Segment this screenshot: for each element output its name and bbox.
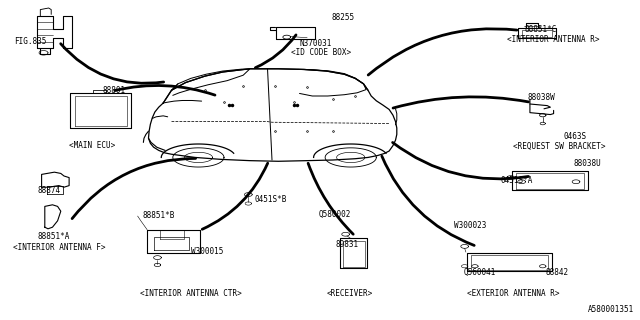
Text: 88255: 88255	[332, 13, 355, 22]
Text: 0451S*B: 0451S*B	[255, 195, 287, 204]
Text: 88851*C: 88851*C	[525, 25, 557, 34]
Text: <EXTERIOR ANTENNA R>: <EXTERIOR ANTENNA R>	[467, 289, 560, 298]
Text: 88842: 88842	[545, 268, 568, 277]
Text: 88851*A: 88851*A	[37, 232, 70, 241]
Text: <RECEIVER>: <RECEIVER>	[326, 289, 372, 298]
Text: <REQUEST SW BRACKET>: <REQUEST SW BRACKET>	[513, 142, 606, 151]
Text: <INTERIOR ANTENNA R>: <INTERIOR ANTENNA R>	[507, 35, 600, 44]
Text: W300023: W300023	[454, 221, 487, 230]
Text: <ID CODE BOX>: <ID CODE BOX>	[291, 48, 351, 57]
Text: Q560041: Q560041	[463, 268, 496, 277]
Text: W300015: W300015	[191, 247, 223, 256]
Text: A580001351: A580001351	[588, 305, 634, 314]
Text: N370031: N370031	[300, 39, 332, 48]
Text: 88801: 88801	[102, 86, 125, 95]
Text: <INTERIOR ANTENNA F>: <INTERIOR ANTENNA F>	[13, 243, 106, 252]
Text: <MAIN ECU>: <MAIN ECU>	[69, 141, 115, 150]
Text: 88038W: 88038W	[527, 93, 555, 102]
Text: 0463S: 0463S	[563, 132, 586, 141]
Text: 89831: 89831	[336, 240, 359, 249]
Text: FIG.835: FIG.835	[14, 37, 47, 46]
Text: <INTERIOR ANTENNA CTR>: <INTERIOR ANTENNA CTR>	[140, 289, 241, 298]
Text: 0451S*A: 0451S*A	[500, 176, 533, 185]
Text: Q580002: Q580002	[319, 210, 351, 219]
Text: 88851*B: 88851*B	[142, 212, 175, 220]
Text: 88038U: 88038U	[573, 159, 601, 168]
Text: 88874: 88874	[37, 186, 60, 195]
